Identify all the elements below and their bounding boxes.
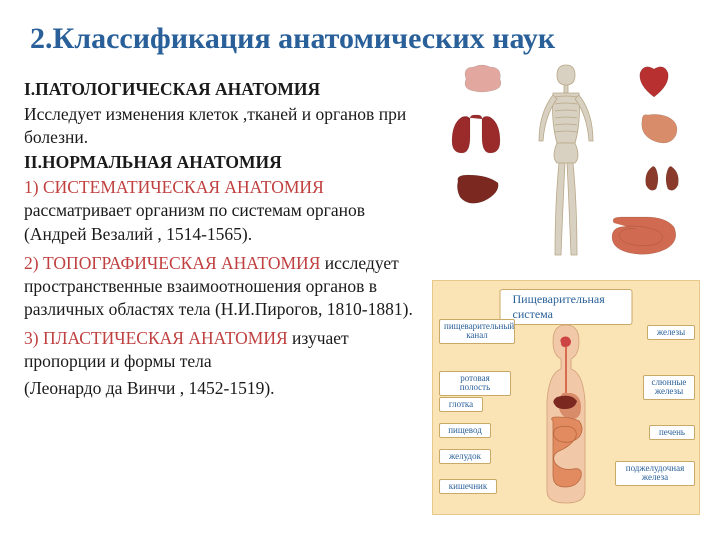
digestive-title: Пищеварительная система (500, 289, 633, 325)
sys-desc: рассматривает организм по системам орган… (24, 200, 365, 243)
patho-desc: Исследует изменения клеток ,тканей и орг… (24, 103, 414, 149)
anatomy-figure (436, 55, 696, 270)
digest-label: пищеварительныйканал (439, 319, 515, 344)
brain-icon (460, 63, 504, 93)
plast-num: 3) (24, 328, 43, 348)
stomach-icon (636, 111, 680, 147)
skeleton-icon (531, 63, 601, 263)
plastic-block: 3) ПЛАСТИЧЕСКАЯ АНАТОМИЯ изучает пропорц… (24, 327, 414, 373)
normal-heading: II.НОРМАЛЬНАЯ АНАТОМИЯ (24, 151, 414, 174)
kidneys-icon (642, 163, 682, 195)
digest-label: слюнныежелезы (643, 375, 695, 400)
text-column: I.ПАТОЛОГИЧЕСКАЯ АНАТОМИЯ Исследует изме… (24, 78, 414, 402)
digestive-body-icon (531, 321, 601, 506)
plastic-desc-2: (Леонардо да Винчи , 1452-1519). (24, 377, 414, 400)
digest-label: пищевод (439, 423, 491, 438)
intestine-icon (606, 213, 684, 259)
lungs-icon (448, 113, 504, 155)
topographic-block: 2) ТОПОГРАФИЧЕСКАЯ АНАТОМИЯ исследует пр… (24, 252, 414, 321)
digest-label: печень (649, 425, 695, 440)
liver-icon (454, 173, 502, 207)
digest-label: желудок (439, 449, 491, 464)
systematic-block: 1) СИСТЕМАТИЧЕСКАЯ АНАТОМИЯ рассматривае… (24, 176, 414, 245)
sys-head: СИСТЕМАТИЧЕСКАЯ АНАТОМИЯ (43, 177, 324, 197)
sys-num: 1) (24, 177, 43, 197)
topo-num: 2) (24, 253, 43, 273)
digest-label: глотка (439, 397, 483, 412)
digestive-figure: Пищеварительная система пищеварительныйк… (432, 280, 700, 515)
digest-label: поджелудочнаяжелеза (615, 461, 695, 486)
digest-label: ротовая полость (439, 371, 511, 396)
plast-head: ПЛАСТИЧЕСКАЯ АНАТОМИЯ (43, 328, 288, 348)
patho-heading: I.ПАТОЛОГИЧЕСКАЯ АНАТОМИЯ (24, 78, 414, 101)
digest-label: железы (647, 325, 695, 340)
digest-label: кишечник (439, 479, 497, 494)
topo-head: ТОПОГРАФИЧЕСКАЯ АНАТОМИЯ (43, 253, 320, 273)
heart-icon (634, 63, 674, 101)
page-title: 2.Классификация анатомических наук (30, 22, 690, 56)
